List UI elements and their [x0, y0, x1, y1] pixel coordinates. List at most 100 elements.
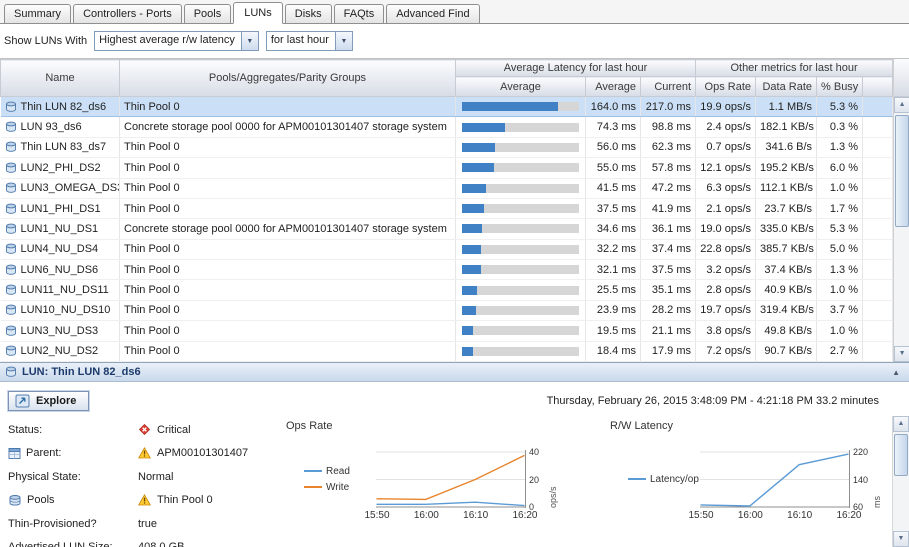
latency-bar: [462, 204, 579, 214]
x-tick-label: 15:50: [364, 510, 390, 521]
table-row[interactable]: LUN3_OMEGA_DS3 Thin Pool 0 41.5 ms 47.2 ms 6…: [0, 178, 894, 199]
scrollbar-thumb[interactable]: [895, 115, 909, 227]
table-row[interactable]: LUN4_NU_DS4 Thin Pool 0 32.2 ms 37.4 ms 22.8…: [0, 239, 894, 261]
field-value: 408.0 GB: [138, 541, 184, 547]
tab-advanced-find[interactable]: Advanced Find: [386, 4, 480, 23]
ops-rate-value: 19.7 ops/s: [695, 300, 757, 322]
detail-toolbar: Explore Thursday, February 26, 2015 3:48…: [0, 388, 887, 414]
tab-summary[interactable]: Summary: [4, 4, 72, 23]
chart-y-unit-label: ms: [872, 496, 882, 508]
table-row[interactable]: LUN6_NU_DS6 Thin Pool 0 32.1 ms 37.5 ms 3.2 …: [0, 259, 894, 281]
table-row[interactable]: LUN11_NU_DS11 Thin Pool 0 25.5 ms 35.1 ms 2.…: [0, 279, 894, 301]
table-row[interactable]: LUN1_PHI_DS1 Thin Pool 0 37.5 ms 41.9 ms 2.1…: [0, 198, 894, 220]
explore-button[interactable]: Explore: [6, 390, 91, 412]
col-header-current[interactable]: Current: [639, 76, 697, 97]
tab-faqts[interactable]: FAQts: [333, 4, 385, 23]
x-tick-label: 16:20: [836, 510, 862, 521]
chevron-down-icon[interactable]: ▼: [240, 32, 258, 50]
group-header-other: Other metrics for last hour: [695, 59, 894, 77]
busy-value: 6.0 %: [816, 157, 864, 179]
col-header-busy[interactable]: % Busy: [816, 76, 864, 97]
x-tick-label: 16:20: [512, 510, 538, 521]
current-latency-value: 36.1 ms: [640, 218, 697, 240]
field-value: true: [138, 517, 157, 530]
lun-name: LUN2_NU_DS2: [20, 345, 99, 358]
scrollbar-track[interactable]: [893, 432, 909, 531]
tab-disks[interactable]: Disks: [284, 4, 332, 23]
filler-cell: [862, 279, 894, 301]
x-tick-label: 15:50: [688, 510, 714, 521]
tab-controllers-ports[interactable]: Controllers - Ports: [73, 4, 182, 23]
scroll-down-button[interactable]: ▼: [894, 346, 909, 362]
avg-latency-value: 56.0 ms: [585, 137, 641, 159]
busy-value: 5.3 %: [816, 95, 864, 118]
current-latency-value: 37.4 ms: [640, 239, 697, 261]
legend-item-latency-op: Latency/op: [628, 474, 700, 485]
period-select-value: for last hour: [270, 34, 329, 46]
scrollbar-track[interactable]: [894, 113, 909, 346]
explore-button-label: Explore: [36, 395, 77, 407]
lun-table-body: Thin LUN 82_ds6 Thin Pool 0 164.0 ms 217.0 …: [0, 95, 894, 362]
filter-bar: Show LUNs With Highest average r/w laten…: [0, 24, 909, 58]
table-row[interactable]: LUN1_NU_DS1 Concrete storage pool 0000 fo…: [0, 218, 894, 240]
lun-pool: Thin Pool 0: [119, 279, 456, 301]
field-value: Normal: [138, 470, 174, 483]
data-rate-value: 90.7 KB/s: [755, 341, 818, 362]
current-latency-value: 62.3 ms: [640, 137, 697, 159]
metric-select[interactable]: Highest average r/w latency ▼: [94, 31, 259, 51]
filler-cell: [862, 341, 894, 362]
filler-cell: [862, 198, 894, 220]
tab-luns[interactable]: LUNs: [233, 2, 283, 24]
current-latency-value: 37.5 ms: [640, 259, 697, 281]
critical-icon: [138, 423, 151, 436]
col-header-average[interactable]: Average: [585, 76, 641, 97]
detail-field-parent: Parent: APM00101301407: [8, 442, 276, 466]
table-row[interactable]: LUN 93_ds6 Concrete storage pool 0000 for…: [0, 116, 894, 138]
table-row[interactable]: Thin LUN 82_ds6 Thin Pool 0 164.0 ms 217.0 …: [0, 95, 894, 118]
lun-icon: [5, 243, 17, 255]
detail-scrollbar[interactable]: ▲ ▼: [892, 416, 909, 547]
col-header-data-rate[interactable]: Data Rate: [755, 76, 818, 97]
scrollbar-thumb[interactable]: [894, 434, 908, 476]
collapse-panel-button[interactable]: ▲: [892, 367, 900, 377]
col-header-name[interactable]: Name: [0, 59, 120, 97]
data-rate-value: 182.1 KB/s: [755, 116, 818, 138]
ops-rate-value: 12.1 ops/s: [695, 157, 757, 179]
table-scrollbar[interactable]: ▲ ▼: [893, 59, 909, 362]
detail-field-pools: Pools Thin Pool 0: [8, 489, 276, 513]
current-latency-value: 47.2 ms: [640, 178, 697, 199]
lun-icon: [5, 345, 17, 357]
scroll-up-button[interactable]: ▲: [893, 416, 909, 432]
data-rate-value: 195.2 KB/s: [755, 157, 818, 179]
avg-latency-value: 25.5 ms: [585, 279, 641, 301]
table-row[interactable]: LUN10_NU_DS10 Thin Pool 0 23.9 ms 28.2 ms 19…: [0, 300, 894, 322]
col-header-ops-rate[interactable]: Ops Rate: [695, 76, 757, 97]
col-header-pools[interactable]: Pools/Aggregates/Parity Groups: [119, 59, 456, 97]
lun-icon: [5, 223, 17, 235]
tab-pools[interactable]: Pools: [183, 4, 232, 23]
table-row[interactable]: LUN3_NU_DS3 Thin Pool 0 19.5 ms 21.1 ms 3.8 …: [0, 320, 894, 342]
detail-field-physical-state: Physical State: Normal: [8, 465, 276, 489]
col-header-latency-bar[interactable]: Average: [455, 76, 586, 97]
latency-bar-cell: [455, 218, 586, 240]
filler-cell: [862, 218, 894, 240]
table-row[interactable]: LUN2_NU_DS2 Thin Pool 0 18.4 ms 17.9 ms 7.2 …: [0, 341, 894, 362]
lun-icon: [5, 162, 17, 174]
table-row[interactable]: Thin LUN 83_ds7 Thin Pool 0 56.0 ms 62.3 ms…: [0, 137, 894, 159]
lun-pool: Thin Pool 0: [119, 320, 456, 342]
lun-pool: Thin Pool 0: [119, 341, 456, 362]
scroll-down-button[interactable]: ▼: [893, 531, 909, 547]
tab-bar: Summary Controllers - Ports Pools LUNs Disks…: [0, 0, 909, 24]
field-label: Pools: [8, 494, 138, 507]
chevron-down-icon[interactable]: ▼: [334, 32, 352, 50]
table-row[interactable]: LUN2_PHI_DS2 Thin Pool 0 55.0 ms 57.8 ms 12.…: [0, 157, 894, 179]
period-select[interactable]: for last hour ▼: [265, 31, 353, 51]
current-latency-value: 41.9 ms: [640, 198, 697, 220]
scroll-up-button[interactable]: ▲: [894, 97, 909, 113]
latency-bar-cell: [455, 137, 586, 159]
avg-latency-value: 23.9 ms: [585, 300, 641, 322]
detail-fields: Status: Critical Parent: APM00101301407 Phys…: [8, 418, 276, 547]
filler-cell: [862, 137, 894, 159]
legend-item-read: Read: [304, 466, 376, 477]
lun-name: LUN 93_ds6: [20, 121, 82, 134]
